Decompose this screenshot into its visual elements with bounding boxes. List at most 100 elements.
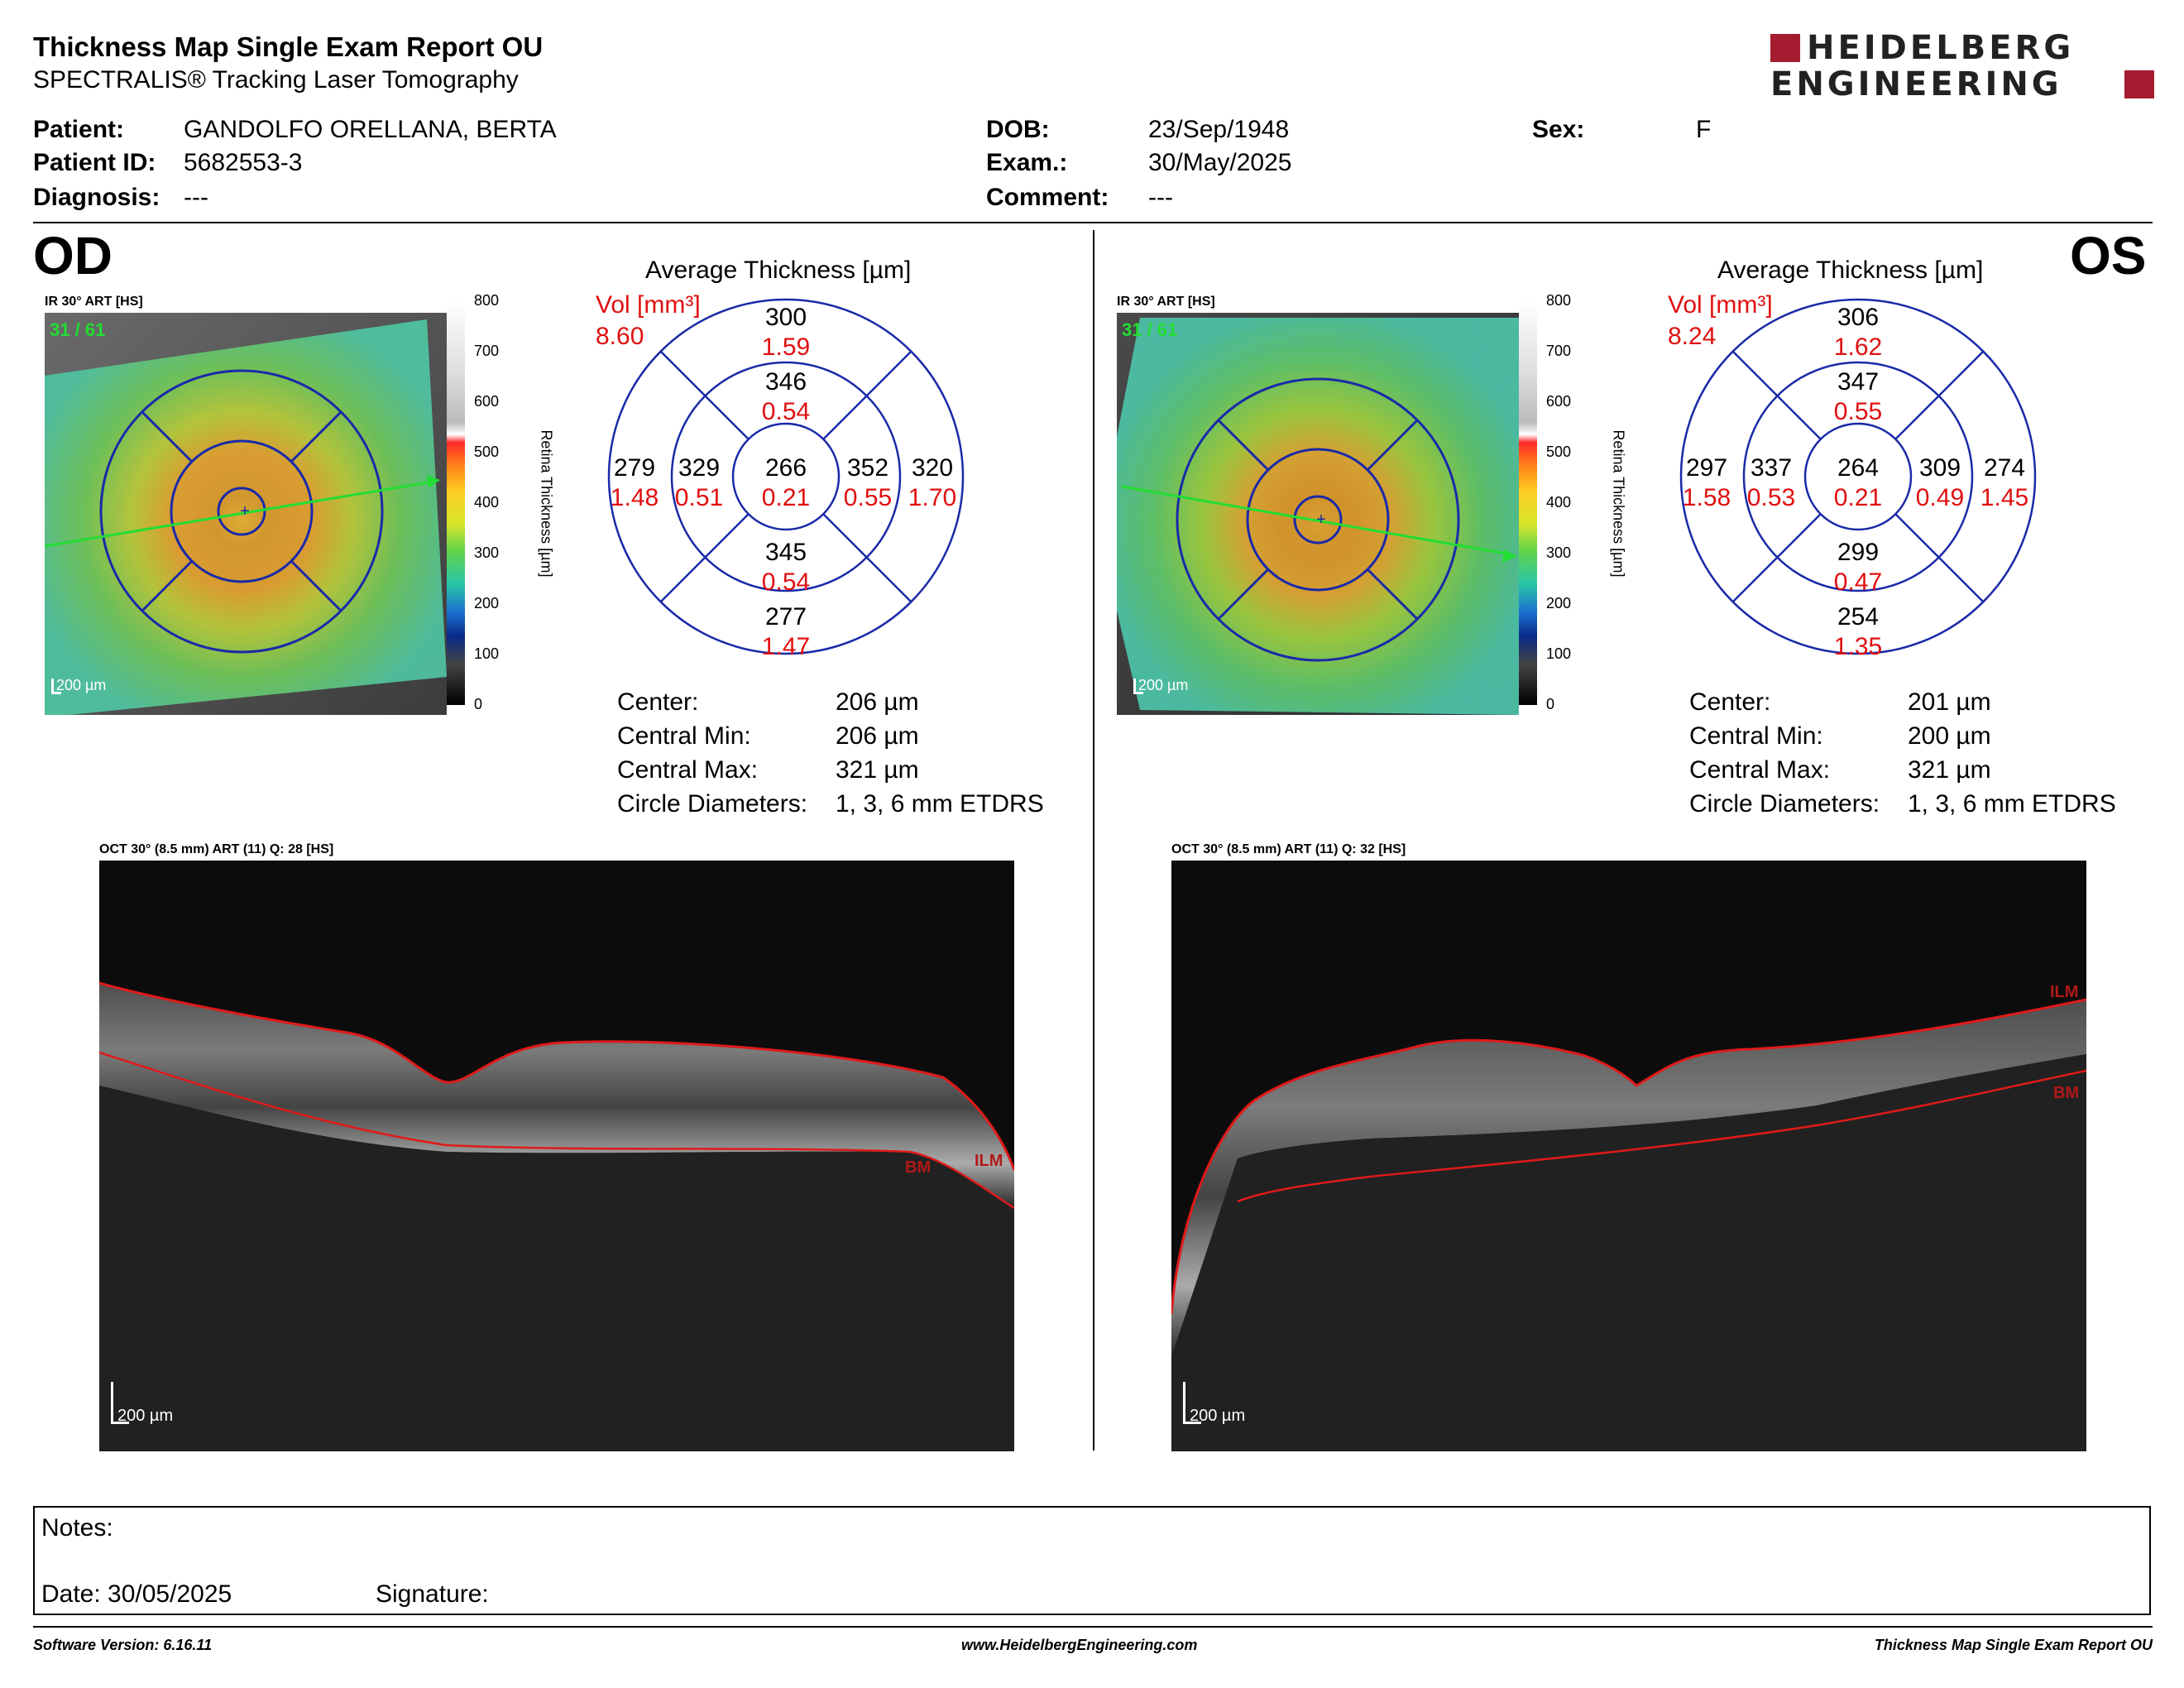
os-sector-bottom-inner: 299 0.47 xyxy=(1818,538,1898,597)
dob-label: DOB: xyxy=(986,116,1050,143)
notes-signature-label: Signature: xyxy=(376,1580,489,1608)
od-left-outer-volume: 1.48 xyxy=(610,484,659,511)
od-frame-counter: 31 / 61 xyxy=(50,319,106,340)
os-sector-top-inner: 347 0.55 xyxy=(1818,367,1898,427)
logo-line1: HEIDELBERG xyxy=(1807,29,2075,67)
os-sector-left-inner: 337 0.53 xyxy=(1736,453,1807,513)
footer-website-link[interactable]: www.HeidelbergEngineering.com xyxy=(961,1637,1198,1653)
os-tick-600: 600 xyxy=(1546,393,1572,410)
os-bm-tag: BM xyxy=(2053,1084,2080,1102)
od-max-value: 321 µm xyxy=(836,756,919,784)
eye-divider xyxy=(1093,230,1094,1451)
od-vol-label: Vol [mm³] xyxy=(596,291,701,319)
os-oct-scale-text: 200 µm xyxy=(1190,1407,1246,1425)
od-fundus-scale-foot xyxy=(51,692,61,694)
od-oct-bscan: BM ILM 200 µm xyxy=(99,861,1014,1451)
logo-square-top xyxy=(1770,34,1800,62)
notes-label: Notes: xyxy=(41,1514,113,1542)
od-min-label: Central Min: xyxy=(617,722,751,750)
os-right-inner-thickness: 309 xyxy=(1918,454,1961,482)
os-tick-300: 300 xyxy=(1546,544,1572,561)
od-sector-bottom-outer: 277 1.47 xyxy=(746,602,826,662)
os-tick-100: 100 xyxy=(1546,645,1572,662)
os-top-outer-volume: 1.62 xyxy=(1833,333,1883,361)
od-max-label: Central Max: xyxy=(617,756,759,784)
od-top-inner-thickness: 346 xyxy=(764,368,807,396)
os-center-label: Center: xyxy=(1689,688,1771,716)
od-etdrs-grid xyxy=(607,298,965,655)
os-tick-0: 0 xyxy=(1546,696,1555,712)
od-fundus-map: + 31 / 61 200 µm xyxy=(45,313,447,715)
os-left-outer-thickness: 297 xyxy=(1685,454,1728,482)
os-max-value: 321 µm xyxy=(1908,756,1991,784)
od-sector-left-outer: 279 1.48 xyxy=(599,453,670,513)
os-right-outer-thickness: 274 xyxy=(1983,454,2026,482)
os-left-inner-volume: 0.53 xyxy=(1746,484,1796,511)
od-eye-label: OD xyxy=(33,226,113,285)
comment-value: --- xyxy=(1148,184,1173,211)
os-frame-counter: 31 / 61 xyxy=(1122,319,1178,340)
svg-text:+: + xyxy=(240,502,250,520)
os-sector-center: 264 0.21 xyxy=(1818,453,1898,513)
os-tick-500: 500 xyxy=(1546,444,1572,460)
logo-square-bottom xyxy=(2124,70,2154,98)
od-tick-500: 500 xyxy=(474,444,500,460)
od-avg-title: Average Thickness [µm] xyxy=(645,257,912,284)
os-tick-800: 800 xyxy=(1546,292,1572,309)
os-colorbar xyxy=(1519,301,1537,705)
report-title: Thickness Map Single Exam Report OU xyxy=(33,31,544,62)
os-max-label: Central Max: xyxy=(1689,756,1831,784)
os-fundus-scale-text: 200 µm xyxy=(1138,677,1189,693)
od-left-inner-thickness: 329 xyxy=(678,454,721,482)
os-center-volume: 0.21 xyxy=(1833,484,1883,511)
os-right-inner-volume: 0.49 xyxy=(1915,484,1965,511)
od-sector-left-inner: 329 0.51 xyxy=(663,453,735,513)
od-tick-0: 0 xyxy=(474,696,483,712)
od-diam-value: 1, 3, 6 mm ETDRS xyxy=(836,790,1044,818)
od-left-outer-thickness: 279 xyxy=(613,454,656,482)
os-vol-total: 8.24 xyxy=(1668,323,1717,350)
os-oct-scale-foot xyxy=(1183,1422,1201,1424)
od-bottom-outer-thickness: 277 xyxy=(764,603,807,631)
heidelberg-logo: HEIDELBERG ENGINEERING xyxy=(1770,31,2156,101)
od-bottom-inner-volume: 0.54 xyxy=(761,568,811,596)
od-tick-600: 600 xyxy=(474,393,500,410)
os-top-inner-thickness: 347 xyxy=(1837,368,1880,396)
od-tick-800: 800 xyxy=(474,292,500,309)
os-fundus-map: + 31 / 61 200 µm xyxy=(1117,313,1519,715)
os-left-inner-thickness: 337 xyxy=(1750,454,1793,482)
notes-date: Date: 30/05/2025 xyxy=(41,1580,232,1608)
os-tick-200: 200 xyxy=(1546,595,1572,611)
os-diam-value: 1, 3, 6 mm ETDRS xyxy=(1908,790,2116,818)
os-tick-400: 400 xyxy=(1546,494,1572,511)
od-bm-tag: BM xyxy=(905,1158,932,1177)
os-etdrs-grid xyxy=(1679,298,2037,655)
os-oct-bscan: ILM BM 200 µm xyxy=(1171,861,2086,1451)
os-fundus-svg: + xyxy=(1117,313,1519,715)
od-min-value: 206 µm xyxy=(836,722,919,750)
od-fundus-scale-text: 200 µm xyxy=(56,677,107,693)
notes-box[interactable]: Notes: Date: 30/05/2025 Signature: xyxy=(33,1506,2151,1615)
os-eye-label: OS xyxy=(2070,226,2147,285)
footer-report-name: Thickness Map Single Exam Report OU xyxy=(1874,1637,2153,1653)
patient-name-label: Patient: xyxy=(33,116,125,143)
os-min-label: Central Min: xyxy=(1689,722,1823,750)
dob-value: 23/Sep/1948 xyxy=(1148,116,1290,143)
os-tick-700: 700 xyxy=(1546,343,1572,359)
od-oct-label: OCT 30° (8.5 mm) ART (11) Q: 28 [HS] xyxy=(99,842,334,856)
os-avg-title: Average Thickness [µm] xyxy=(1717,257,1984,284)
os-bottom-inner-volume: 0.47 xyxy=(1833,568,1883,596)
os-top-outer-thickness: 306 xyxy=(1837,304,1880,331)
od-right-outer-volume: 1.70 xyxy=(908,484,957,511)
footer-software-version: Software Version: 6.16.11 xyxy=(33,1637,213,1653)
os-ir-label: IR 30° ART [HS] xyxy=(1117,295,1215,309)
od-tick-300: 300 xyxy=(474,544,500,561)
diagnosis-value: --- xyxy=(184,184,208,211)
od-tick-200: 200 xyxy=(474,595,500,611)
os-colorbar-ticks: 800 700 600 500 400 300 200 100 0 xyxy=(1546,292,1588,714)
od-colorbar-title: Retina Thickness [µm] xyxy=(538,429,555,578)
od-right-inner-volume: 0.55 xyxy=(843,484,893,511)
os-oct-scale-bar xyxy=(1183,1382,1185,1423)
logo-line2: ENGINEERING xyxy=(1770,65,2062,103)
od-bottom-outer-volume: 1.47 xyxy=(761,633,811,660)
